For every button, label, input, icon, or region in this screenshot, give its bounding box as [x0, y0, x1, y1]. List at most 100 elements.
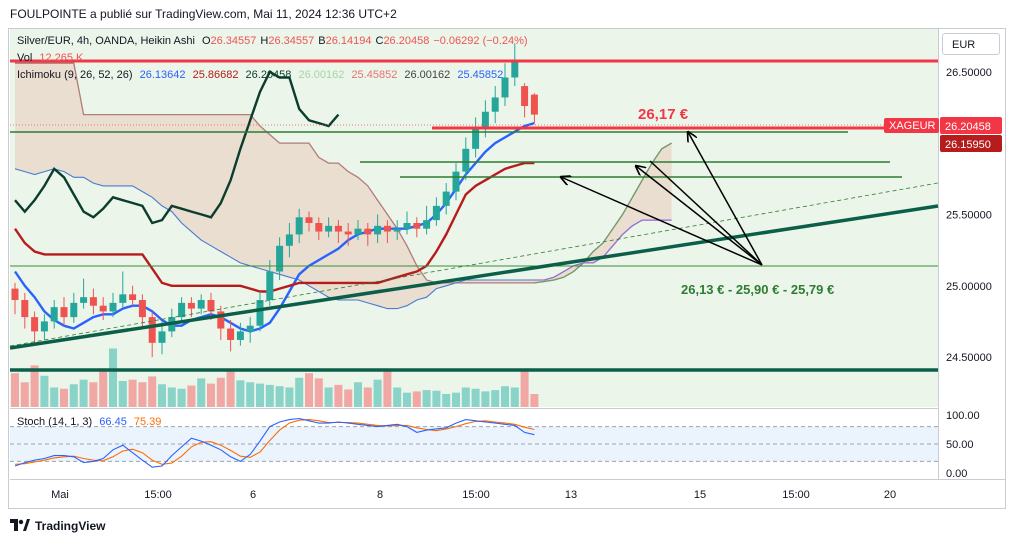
volume-bar	[177, 388, 186, 407]
volume-bar	[50, 387, 59, 407]
candle-body	[344, 231, 352, 235]
time-tick-label: 8	[377, 489, 383, 501]
volume-bar	[20, 382, 29, 407]
volume-bar	[491, 390, 500, 407]
candle-body	[80, 297, 88, 303]
time-tick-label: 15:00	[782, 489, 810, 501]
candle-body	[119, 294, 127, 303]
last-price-text: 26.20458	[945, 121, 991, 133]
volume-bar	[412, 391, 421, 407]
volume-bar	[148, 376, 157, 407]
volume-bar	[461, 387, 470, 407]
legend-ichi-v5: 26.00162	[404, 69, 451, 81]
symbol-tag-badge	[884, 118, 939, 133]
candle-body	[70, 302, 78, 318]
volume-bar	[373, 379, 382, 407]
candle-body	[403, 222, 411, 229]
candle-body	[11, 288, 19, 301]
chikou-span-line	[14, 70, 340, 225]
volume-bar	[197, 378, 206, 407]
price-tick-label: 25.50000	[946, 209, 992, 221]
volume-bar	[403, 392, 411, 407]
currency-button[interactable]: EUR	[942, 33, 1000, 55]
volume-bar	[305, 373, 313, 407]
volume-bar	[109, 348, 117, 407]
legend-ohlc-key: C	[375, 35, 384, 47]
legend-stoch: Stoch (14, 1, 3) 66.45 75.39	[17, 416, 165, 428]
stoch-tick-label: 100.00	[946, 410, 980, 422]
volume-bar	[246, 382, 255, 407]
volume-bar	[226, 371, 235, 407]
volume-bar	[79, 379, 88, 407]
candle-body	[148, 317, 156, 343]
legend-ichimoku: Ichimoku (9, 26, 52, 26) 26.13642 25.866…	[17, 69, 507, 81]
candle-body	[325, 225, 333, 232]
volume-bar	[501, 386, 509, 407]
candle-body	[31, 317, 39, 332]
candle-body	[432, 205, 440, 221]
candle-body	[89, 297, 97, 306]
candle-body	[481, 111, 489, 129]
price-tick-label: 25.00000	[946, 281, 992, 293]
legend-ichimoku-label: Ichimoku (9, 26, 52, 26)	[17, 69, 133, 81]
kijun-price-badge	[940, 135, 1002, 152]
volume-bar	[520, 371, 529, 407]
legend-ichi-v6: 25.45852	[457, 69, 504, 81]
legend-stoch-label: Stoch (14, 1, 3)	[17, 416, 93, 428]
candle-body	[246, 325, 254, 332]
volume-bar	[471, 388, 480, 407]
volume-bar	[452, 392, 460, 407]
candle-body	[413, 222, 421, 229]
legend-ohlc-item: H26.34557	[260, 35, 314, 47]
legend-ohlc-key: O	[201, 35, 211, 47]
candle-body	[305, 217, 313, 223]
candle-body	[50, 307, 58, 322]
legend-ohlc-item: −0.06292 (−0.24%)	[433, 35, 527, 47]
candle-body	[21, 300, 29, 318]
candle-body	[315, 222, 323, 232]
target-arrow-connector	[649, 160, 763, 266]
legend-stoch-d: 75.39	[133, 416, 162, 428]
time-tick-label: 20	[884, 489, 896, 501]
volume-bar	[207, 383, 215, 407]
volume-bar	[69, 384, 78, 407]
volume-bar	[256, 383, 264, 407]
legend-ohlc-value: 26.20458	[383, 35, 430, 47]
legend-ichi-v3: 26.00162	[298, 69, 345, 81]
legend-ohlc-item: O26.34557	[202, 35, 256, 47]
time-tick-label: 15	[694, 489, 706, 501]
candle-body	[501, 77, 509, 98]
volume-bar	[393, 387, 402, 407]
volume-bar	[383, 371, 392, 407]
volume-bar	[363, 387, 372, 407]
target-arrow	[561, 177, 763, 266]
legend-vol-value: 12.265 K	[39, 52, 84, 64]
ichimoku-cloud	[15, 63, 672, 309]
volume-bar	[530, 394, 539, 407]
legend-vol-label: Vol	[17, 52, 33, 64]
volume-bar	[40, 375, 49, 407]
price-tick-label: 26.50000	[946, 67, 992, 79]
stoch-k-line	[14, 417, 535, 468]
volume-bar	[324, 387, 333, 407]
candle-body	[158, 331, 166, 343]
candle-body	[364, 228, 372, 235]
target-arrow	[688, 132, 763, 266]
volume-bar	[11, 373, 19, 407]
candle-body	[511, 60, 519, 78]
legend-ohlc-value: 26.14194	[325, 35, 372, 47]
target-arrow	[636, 166, 763, 266]
footer-brand[interactable]: TradingView	[10, 518, 105, 534]
targets-label: 26,13 € - 25,90 € - 25,79 €	[681, 282, 834, 297]
volume-bar	[481, 391, 490, 407]
candle-body	[334, 225, 342, 232]
candle-body	[40, 321, 48, 332]
volume-bar	[128, 379, 137, 407]
time-tick-label: Mai	[51, 489, 69, 501]
volume-bar	[275, 386, 284, 407]
kijun-price-text: 26.15950	[945, 139, 991, 151]
volume-bar	[422, 390, 431, 407]
last-price-badge	[940, 117, 1002, 134]
stoch-tick-label: 0.00	[946, 468, 967, 480]
